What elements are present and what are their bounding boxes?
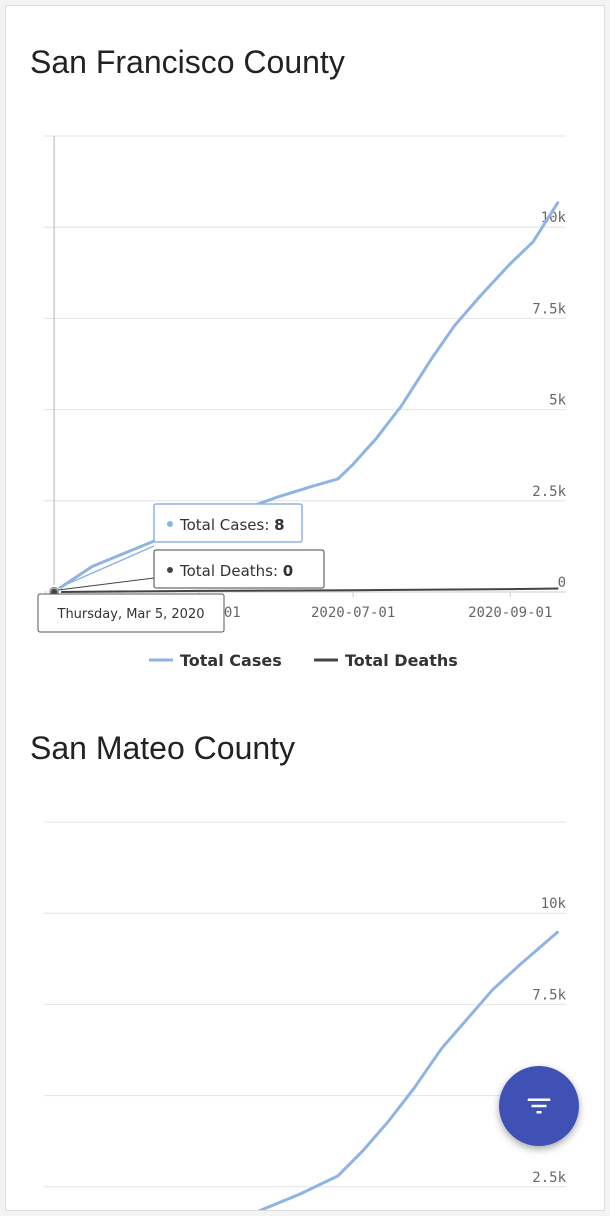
x-tick-label: 2020-09-01 [468, 605, 552, 621]
tooltip-connector [57, 545, 155, 589]
x-tick-label: 2020-07-01 [311, 605, 395, 621]
chart-card: San Francisco County 0 2.5k 5k 7.5k 10k 2020-… [5, 5, 605, 1211]
total-cases-line [257, 930, 560, 1210]
y-tick-label: 7.5k [532, 987, 566, 1003]
y-tick-label: 2.5k [532, 1170, 566, 1186]
tooltip-cases-text: Total Cases: 8 [179, 516, 285, 534]
san-mateo-county-chart[interactable]: 2.5k 7.5k 10k [6, 6, 605, 1211]
tooltip-deaths [153, 549, 325, 589]
tooltip-cases-label: Total Cases: [179, 516, 274, 534]
tooltip-date-text: Thursday, Mar 5, 2020 [57, 607, 205, 622]
y-tick-label: 0 [558, 575, 566, 591]
filter-button[interactable] [499, 1066, 579, 1146]
y-tick-label: 2.5k [532, 484, 566, 500]
tooltip-date [37, 593, 225, 633]
tooltip-cases [153, 503, 303, 543]
tooltip-deaths-text: Total Deaths: 0 [179, 562, 293, 580]
tooltip-deaths-value: 0 [283, 562, 293, 580]
tooltip-deaths-label: Total Deaths: [179, 562, 283, 580]
chart-title: San Francisco County [30, 44, 345, 80]
y-tick-label: 10k [541, 896, 567, 912]
chart-legend: Total Cases Total Deaths [149, 651, 458, 670]
legend-label-cases[interactable]: Total Cases [180, 651, 282, 670]
total-deaths-line [54, 587, 559, 593]
y-tick-label: 5k [549, 393, 566, 409]
chart-title: San Mateo County [30, 730, 296, 766]
tooltip-cases-value: 8 [274, 516, 284, 534]
filter-icon [527, 1098, 551, 1114]
y-tick-label: 7.5k [532, 301, 566, 317]
legend-label-deaths[interactable]: Total Deaths [345, 651, 458, 670]
tooltip-cases-dot [167, 521, 173, 527]
sf-county-chart[interactable]: 02.5k5k7.5k10k2020-05-012020-07-012020-0… [6, 6, 605, 696]
tooltip-connector [58, 577, 155, 591]
tooltip-deaths-dot [167, 567, 173, 573]
